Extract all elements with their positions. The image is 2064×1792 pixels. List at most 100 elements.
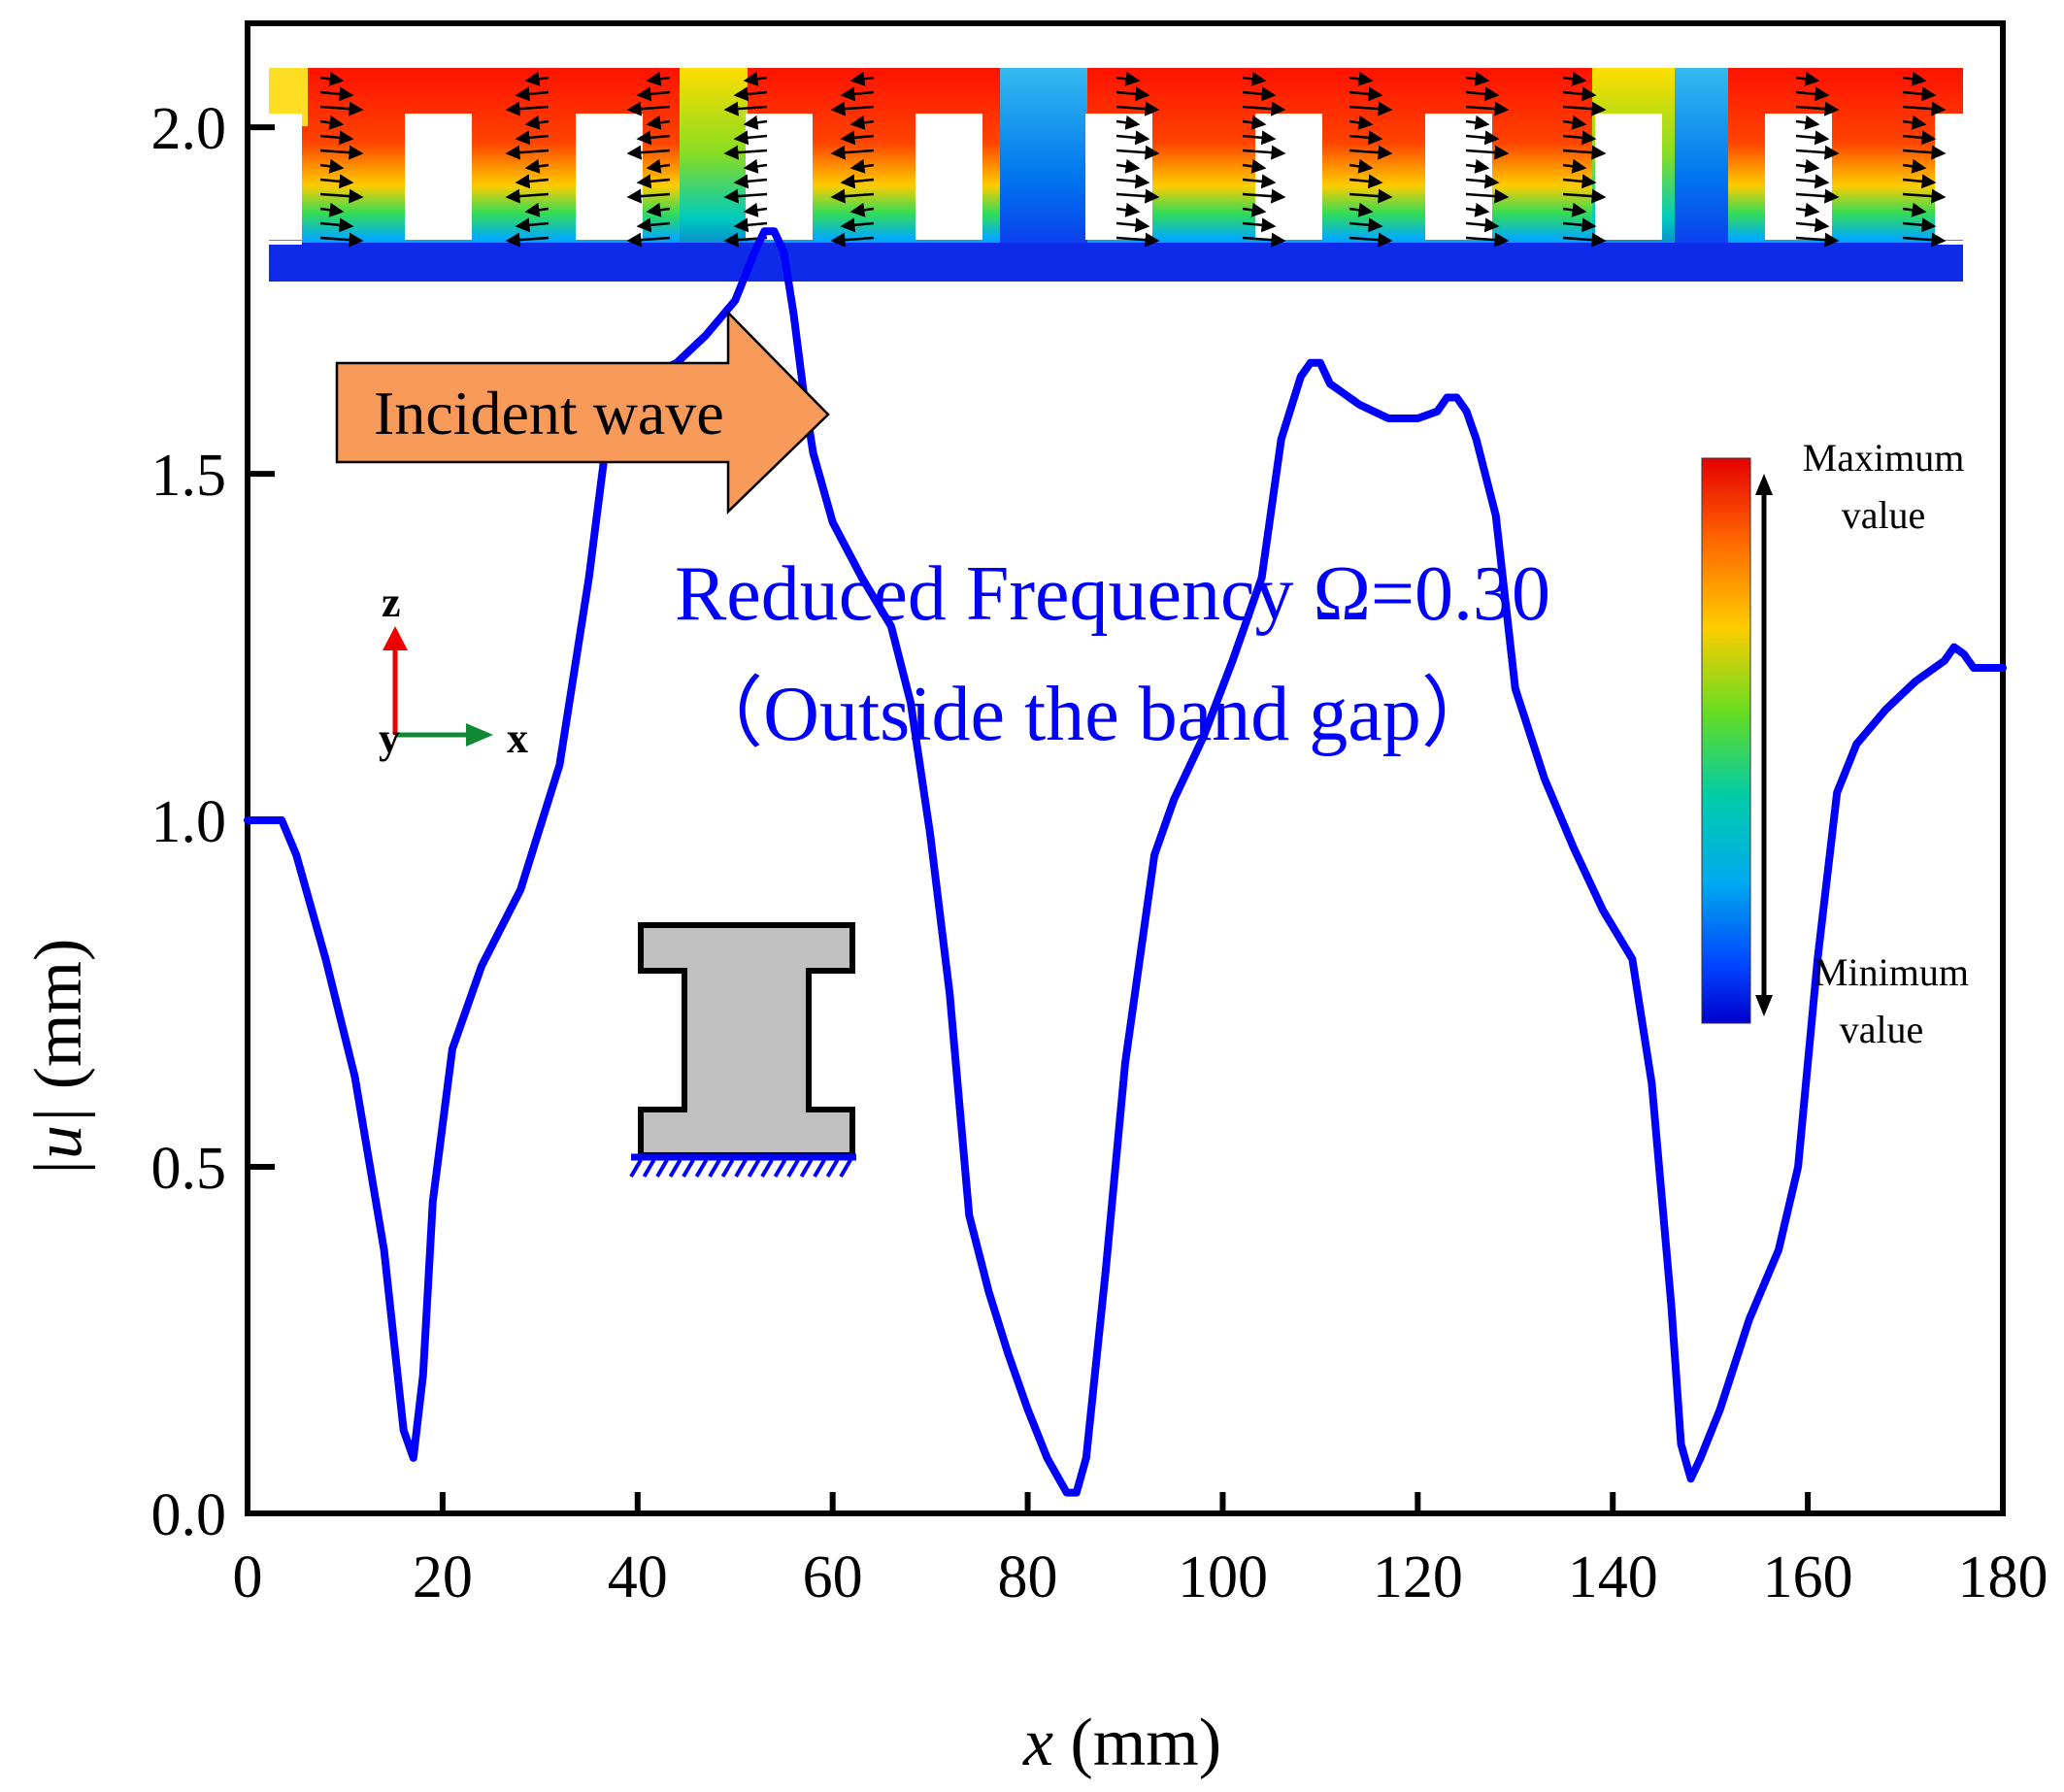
field-vector <box>515 86 549 102</box>
colorbar-max-label-1: Maximum <box>1803 436 1965 480</box>
field-vector <box>626 188 671 204</box>
field-vector <box>319 188 364 204</box>
field-vector <box>1562 232 1607 248</box>
unit-cell-schematic <box>629 922 856 1178</box>
hatch-mark <box>760 1158 774 1178</box>
field-vector <box>1242 130 1277 146</box>
field-vector <box>524 202 549 217</box>
hatch-mark <box>799 1158 814 1178</box>
field-vector <box>1348 101 1393 116</box>
field-vector <box>1465 115 1490 130</box>
field-vector <box>1348 174 1383 189</box>
x-tick-label: 60 <box>803 1544 863 1610</box>
field-vector <box>1465 188 1510 204</box>
y-axis-ticks: 0.0 0.5 1.0 1.5 2.0 <box>151 96 275 1548</box>
field-vector <box>319 232 364 248</box>
field-vector <box>646 202 671 217</box>
field-vector <box>1242 202 1267 217</box>
field-vector <box>319 101 364 116</box>
field-vector <box>1795 71 1820 86</box>
field-displacement-vectors <box>319 71 1947 248</box>
incident-wave-arrow: Incident wave <box>335 309 830 514</box>
x-tick-label: 140 <box>1568 1544 1658 1610</box>
displacement-field-inset <box>249 23 2000 287</box>
field-vector <box>1902 86 1937 102</box>
field-vector <box>1465 101 1510 116</box>
field-vector <box>1902 71 1927 86</box>
hatch-mark <box>786 1158 800 1178</box>
band-gap-annotation: （Outside the band gap） <box>685 672 1499 757</box>
field-vector <box>849 115 875 130</box>
field-vector <box>1242 174 1277 189</box>
field-vector <box>1115 174 1150 189</box>
field-vector <box>743 115 768 130</box>
field-vector <box>319 202 345 217</box>
x-tick-label: 160 <box>1763 1544 1853 1610</box>
field-vector <box>1465 232 1510 248</box>
field-vector <box>1902 232 1947 248</box>
field-vector <box>723 101 768 116</box>
field-vector <box>636 130 671 146</box>
colorbar-arrow-down <box>1755 995 1773 1016</box>
field-vector <box>1115 101 1160 116</box>
field-vector <box>1348 188 1393 204</box>
colorbar-max-label-2: value <box>1842 493 1926 537</box>
field-vector <box>1795 101 1840 116</box>
field-vector <box>733 217 768 233</box>
field-vector <box>1115 86 1150 102</box>
field-vector <box>636 217 671 233</box>
field-vector <box>319 115 345 130</box>
field-vector <box>515 130 549 146</box>
field-vector <box>1795 232 1840 248</box>
field-vector <box>1902 101 1947 116</box>
frequency-annotation: Reduced Frequency Ω=0.30 <box>675 551 1550 637</box>
field-vector <box>1465 86 1500 102</box>
hatch-mark <box>642 1158 656 1178</box>
field-vector <box>1465 158 1490 174</box>
x-axis-label: x (mm) <box>1022 1706 1221 1780</box>
field-vector <box>1902 174 1937 189</box>
field-vector <box>1795 115 1820 130</box>
triad-y-label: y <box>379 714 400 762</box>
field-vector <box>1348 158 1374 174</box>
field-vector <box>626 232 671 248</box>
field-vector <box>840 86 875 102</box>
field-vector <box>1562 217 1597 233</box>
field-vector <box>1562 174 1597 189</box>
field-vector <box>1795 158 1820 174</box>
hatch-mark <box>708 1158 721 1178</box>
field-vector <box>1348 232 1393 248</box>
field-vector <box>524 158 549 174</box>
field-vector <box>1562 202 1587 217</box>
hatch-mark <box>734 1158 748 1178</box>
field-vector <box>1115 130 1150 146</box>
colorbar-gradient <box>1701 457 1751 1024</box>
x-tick-label: 40 <box>608 1544 668 1610</box>
field-vector <box>505 101 549 116</box>
field-vector <box>1562 115 1587 130</box>
field-vector <box>319 145 364 160</box>
field-vector <box>840 217 875 233</box>
field-vector <box>1115 188 1160 204</box>
incident-arrow-shape <box>335 309 830 514</box>
field-vector <box>1562 158 1587 174</box>
field-vector <box>1348 202 1374 217</box>
field-vector <box>1348 130 1383 146</box>
field-vector <box>636 174 671 189</box>
field-vector <box>636 86 671 102</box>
field-vector <box>733 174 768 189</box>
field-vector <box>1795 217 1830 233</box>
field-vector <box>505 188 549 204</box>
x-arrow-head <box>466 723 493 747</box>
y-tick-label: 1.0 <box>151 789 227 855</box>
y-axis-label-var: |u| <box>21 1107 96 1178</box>
field-vector <box>515 217 549 233</box>
field-vector <box>1242 217 1277 233</box>
field-vector <box>1348 145 1393 160</box>
field-vector <box>830 232 875 248</box>
field-vector <box>849 71 875 86</box>
field-vector <box>319 86 354 102</box>
field-vector <box>1348 217 1383 233</box>
hatch-mark <box>629 1158 643 1178</box>
